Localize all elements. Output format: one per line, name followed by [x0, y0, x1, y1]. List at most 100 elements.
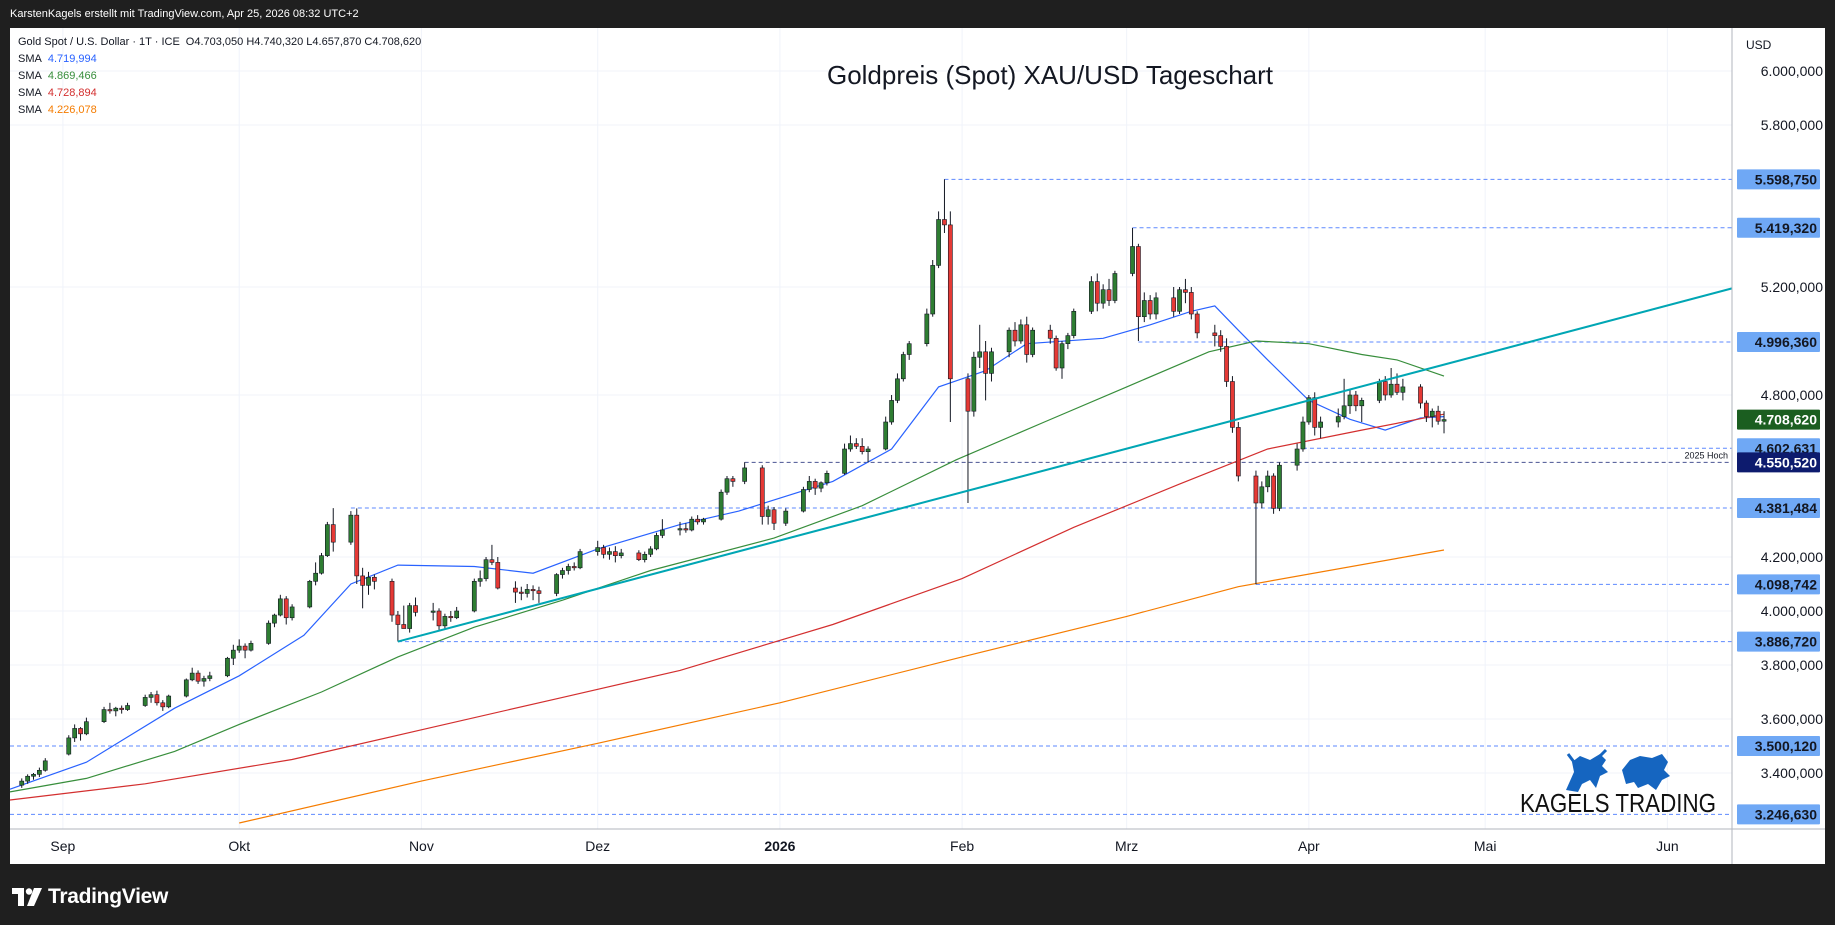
- candle-body: [660, 529, 665, 536]
- chart-frame[interactable]: [10, 28, 1825, 864]
- candle-body: [1253, 475, 1259, 504]
- candle-body: [1053, 337, 1059, 369]
- candle-body: [1388, 383, 1394, 396]
- candle-body: [724, 478, 730, 493]
- candle-body: [1212, 332, 1218, 336]
- candle-body: [824, 472, 830, 484]
- candle-body: [1347, 394, 1353, 407]
- time-axis[interactable]: Sep Okt Nov Dez 2026 Feb Mrz Apr Mai Jun: [50, 838, 1678, 854]
- candle-body: [277, 598, 283, 616]
- candle-body: [612, 551, 618, 556]
- time-tick-label: Feb: [950, 838, 974, 854]
- candle-body: [25, 775, 30, 782]
- candle-body: [366, 576, 371, 586]
- legend-sma-3-label: SMA: [18, 87, 43, 99]
- candle-body: [1218, 335, 1224, 347]
- candle-body: [765, 509, 771, 517]
- candle-body: [942, 219, 947, 226]
- sma-lines: [9, 305, 1445, 824]
- candle-body: [1171, 297, 1177, 312]
- price-level-tag: [1737, 804, 1820, 825]
- candle-body: [230, 649, 236, 659]
- candle-body: [818, 482, 824, 489]
- candle-body: [313, 572, 318, 582]
- candle-body: [1012, 329, 1018, 342]
- candle-body: [495, 562, 501, 589]
- candle-body: [1441, 419, 1447, 422]
- candle-body: [154, 694, 160, 704]
- price-tick-label: 4.200,000: [1761, 549, 1823, 565]
- candle-body: [1006, 329, 1012, 353]
- candle-body: [689, 518, 695, 531]
- candle-body: [325, 524, 330, 556]
- candle-body: [272, 614, 277, 624]
- candle-body: [1341, 405, 1347, 417]
- candle-body: [1277, 464, 1282, 509]
- candle-body: [1265, 475, 1271, 488]
- tradingview-logo-text: TradingView: [48, 885, 169, 908]
- time-tick-label: Apr: [1298, 838, 1320, 854]
- candle-body: [524, 589, 530, 594]
- price-level-tag-label: 3.500,120: [1755, 738, 1817, 754]
- legend-sma-3-value: 4.728,894: [48, 87, 97, 99]
- candle-body: [1429, 410, 1435, 417]
- candle-body: [166, 695, 172, 708]
- candle-body: [642, 553, 648, 560]
- bull-icon: [1566, 748, 1608, 792]
- candle-body: [577, 551, 583, 569]
- sma-line: [9, 340, 1445, 793]
- price-level-tag: [1737, 735, 1820, 756]
- candle-body: [936, 219, 941, 266]
- candle-body: [895, 378, 900, 401]
- candle-body: [701, 518, 706, 523]
- candle-body: [977, 351, 983, 358]
- candle-body: [407, 605, 413, 629]
- price-level-tag-label: 4.550,520: [1755, 454, 1817, 470]
- candle-body: [348, 514, 354, 543]
- horizontal-price-lines: 2025 Hoch: [10, 178, 1732, 815]
- price-axis-labels: 5.598,750 5.419,320 4.996,360 4.602,6314.55…: [1737, 169, 1820, 825]
- candle-body: [454, 610, 460, 619]
- candle-body: [695, 518, 700, 523]
- candle-body: [242, 645, 248, 651]
- candle-body: [307, 580, 313, 608]
- trendline-layer: [397, 287, 1733, 643]
- candle-body: [1065, 335, 1071, 345]
- price-level-tag-label: 4.381,484: [1755, 500, 1817, 516]
- candle-body: [865, 448, 871, 453]
- legend: Gold Spot / U.S. Dollar · 1T · ICE O4.703…: [18, 36, 421, 116]
- tradingview-logo[interactable]: TradingView: [12, 885, 168, 909]
- candle-body: [1089, 281, 1094, 312]
- candle-body: [1224, 346, 1229, 382]
- candle-body: [125, 705, 130, 710]
- candle-body: [142, 697, 148, 706]
- price-level-annotation: 2025 Hoch: [1684, 450, 1728, 460]
- candle-body: [225, 657, 230, 677]
- price-tick-label: 4.000,000: [1761, 603, 1823, 619]
- candle-body: [1435, 410, 1441, 422]
- kagels-trading-text: KAGELS TRADING: [1520, 788, 1716, 818]
- price-level-tag-label: 3.246,630: [1755, 806, 1817, 822]
- candle-body: [442, 616, 448, 627]
- candle-body: [1377, 381, 1382, 401]
- candle-body: [354, 514, 360, 577]
- candle-body: [483, 559, 489, 579]
- price-axis[interactable]: 6.000,000 5.800,000 5.200,000 4.800,000 4.20…: [1761, 63, 1823, 781]
- candle-body: [1300, 421, 1306, 450]
- legend-ohlc: O4.703,050 H4.740,320 L4.657,870 C4.708,…: [186, 36, 421, 48]
- candle-body: [648, 548, 653, 555]
- time-tick-label: Dez: [585, 838, 610, 854]
- price-tick-label: 4.800,000: [1761, 387, 1823, 403]
- candle-body: [601, 547, 606, 555]
- candle-body: [530, 589, 536, 592]
- candle-body: [513, 587, 518, 593]
- candle-body: [618, 552, 624, 556]
- candle-body: [1130, 246, 1135, 274]
- candle-body: [801, 489, 806, 512]
- candle-body: [1106, 289, 1112, 301]
- footer-bar: [0, 864, 1835, 925]
- candle-body: [1059, 343, 1065, 369]
- candle-body: [448, 616, 454, 619]
- time-tick-label: Nov: [409, 838, 434, 854]
